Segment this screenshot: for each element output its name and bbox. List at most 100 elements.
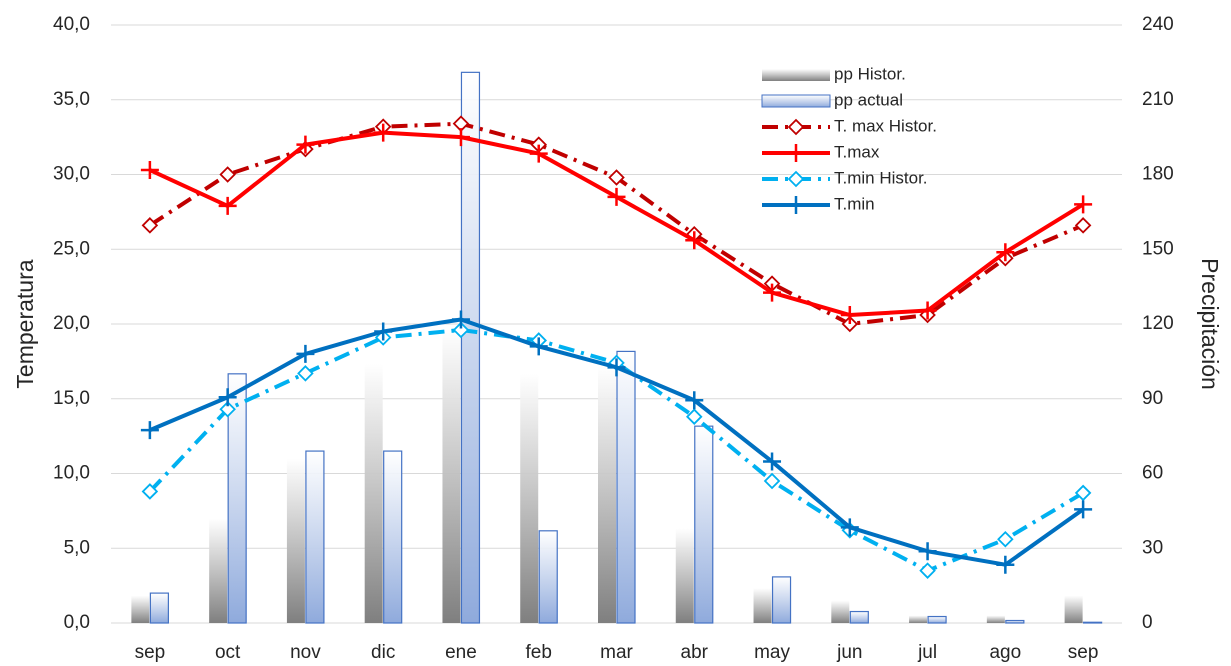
marker <box>685 391 704 410</box>
marker <box>297 365 314 382</box>
y-tick-label: 40,0 <box>53 14 90 35</box>
marker <box>607 358 626 377</box>
bar <box>520 373 539 623</box>
y2-tick-label: 180 <box>1142 164 1174 185</box>
y-tick-label: 5,0 <box>64 537 90 558</box>
x-tick-label: ago <box>989 642 1021 663</box>
bar <box>771 576 792 624</box>
marker <box>685 231 704 250</box>
x-tick-label: nov <box>290 642 321 663</box>
bar <box>1083 621 1103 624</box>
y-tick-label: 0,0 <box>64 612 90 633</box>
legend-label: T.min <box>834 194 875 213</box>
x-tick-label: jul <box>917 642 937 663</box>
marker <box>140 161 159 180</box>
marker <box>996 243 1015 262</box>
x-tick-label: mar <box>600 642 633 663</box>
marker <box>918 542 937 561</box>
marker <box>918 301 937 320</box>
marker <box>451 310 470 329</box>
marker <box>296 344 315 363</box>
bar <box>442 328 461 623</box>
bar <box>831 600 850 623</box>
bar <box>849 610 869 624</box>
y2-axis-title: Precipitación <box>1197 258 1223 390</box>
marker <box>1074 500 1093 519</box>
y2-tick-label: 0 <box>1142 612 1153 633</box>
bar <box>598 366 616 623</box>
marker <box>140 421 159 440</box>
marker <box>787 118 805 136</box>
x-tick-label: sep <box>135 642 166 663</box>
marker <box>219 400 236 418</box>
marker <box>296 135 315 154</box>
marker <box>840 518 859 537</box>
y-tick-label: 30,0 <box>53 164 90 185</box>
bar <box>227 373 247 624</box>
y-tick-label: 25,0 <box>53 238 90 259</box>
bar <box>383 450 403 624</box>
legend-label: pp actual <box>834 90 903 109</box>
bar <box>538 530 558 624</box>
bar <box>131 595 150 623</box>
legend-swatch <box>762 69 830 81</box>
legend-item: pp actual <box>761 90 903 109</box>
legend-item: T.min <box>762 194 875 214</box>
marker <box>840 306 859 325</box>
legend-label: pp Histor. <box>834 64 906 83</box>
marker <box>452 321 470 339</box>
x-tick-label: sep <box>1068 642 1099 663</box>
legend-item: pp Histor. <box>762 64 906 83</box>
marker <box>787 144 805 162</box>
marker <box>451 128 470 147</box>
x-tick-label: abr <box>681 642 709 663</box>
bar <box>694 425 714 624</box>
marker <box>787 170 805 188</box>
marker <box>763 283 782 302</box>
bar <box>1005 619 1025 624</box>
legend-item: T.max <box>762 142 880 162</box>
bar <box>909 615 928 623</box>
bar <box>753 588 772 623</box>
y-tick-label: 20,0 <box>53 313 90 334</box>
y2-tick-label: 240 <box>1142 14 1174 35</box>
marker <box>997 531 1014 548</box>
marker <box>607 187 626 206</box>
marker <box>529 337 548 356</box>
y-tick-label: 35,0 <box>53 89 90 110</box>
bar <box>616 350 636 624</box>
marker <box>141 217 159 234</box>
marker <box>218 196 237 215</box>
y-axis-title: Temperatura <box>12 259 38 388</box>
x-tick-label: feb <box>526 642 552 663</box>
y2-tick-label: 30 <box>1142 537 1163 558</box>
legend-item: T.min Histor. <box>762 168 928 187</box>
legend-swatch <box>761 94 831 108</box>
marker <box>685 408 703 425</box>
legend-label: T.min Histor. <box>834 168 928 187</box>
marker <box>608 169 625 186</box>
bar <box>286 458 305 623</box>
bar <box>986 615 1005 623</box>
x-tick-label: may <box>754 642 790 663</box>
marker <box>763 452 782 471</box>
bar <box>364 363 383 623</box>
x-tick-label: dic <box>371 642 395 663</box>
legend-label: T.max <box>834 142 880 161</box>
marker <box>374 322 393 341</box>
marker <box>996 555 1015 574</box>
marker <box>141 483 159 500</box>
y2-tick-label: 210 <box>1142 89 1174 110</box>
marker <box>919 562 936 579</box>
legend-label: T. max Histor. <box>834 116 937 135</box>
bar <box>927 615 947 624</box>
legend-item: T. max Histor. <box>762 116 937 135</box>
y-tick-label: 15,0 <box>53 388 90 409</box>
marker <box>218 388 237 407</box>
marker <box>763 472 781 490</box>
y2-tick-label: 120 <box>1142 313 1174 334</box>
marker <box>374 123 393 142</box>
marker <box>787 196 805 214</box>
bar <box>209 518 228 623</box>
